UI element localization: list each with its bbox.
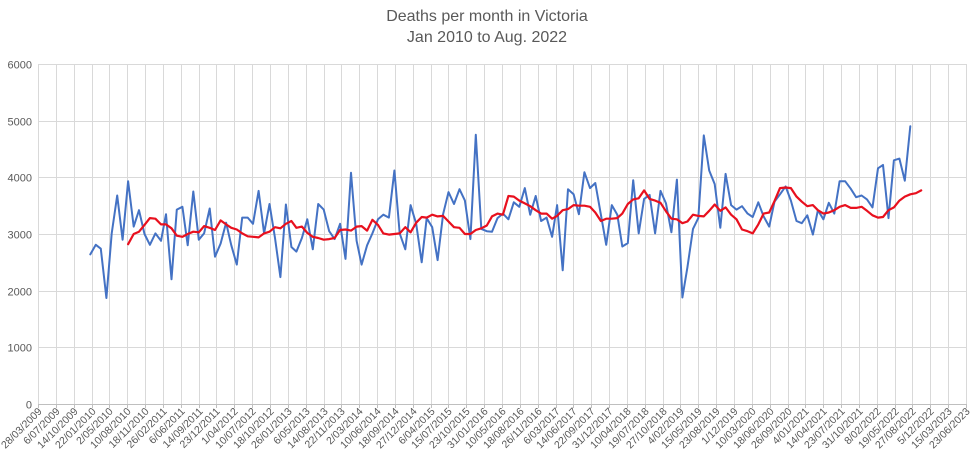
chart-title: Deaths per month in Victoria xyxy=(386,8,588,25)
y-tick-label: 2000 xyxy=(8,287,32,299)
series-moving-average-line xyxy=(127,186,923,246)
gridlines xyxy=(38,64,967,404)
chart-subtitle: Jan 2010 to Aug. 2022 xyxy=(407,29,567,46)
y-tick-label: 0 xyxy=(26,400,32,412)
y-tick-label: 5000 xyxy=(8,117,32,129)
axes xyxy=(38,404,967,408)
series-monthly-deaths-line xyxy=(89,125,912,299)
y-tick-label: 6000 xyxy=(8,60,32,72)
x-axis-tick-labels: 28/03/20096/07/200914/10/200922/01/20102… xyxy=(0,406,973,452)
y-tick-label: 4000 xyxy=(8,173,32,185)
y-tick-label: 3000 xyxy=(8,230,32,242)
y-tick-label: 1000 xyxy=(8,343,32,355)
y-axis-tick-labels: 0 1000 2000 3000 4000 5000 6000 xyxy=(8,60,32,412)
series-lines xyxy=(89,125,923,299)
